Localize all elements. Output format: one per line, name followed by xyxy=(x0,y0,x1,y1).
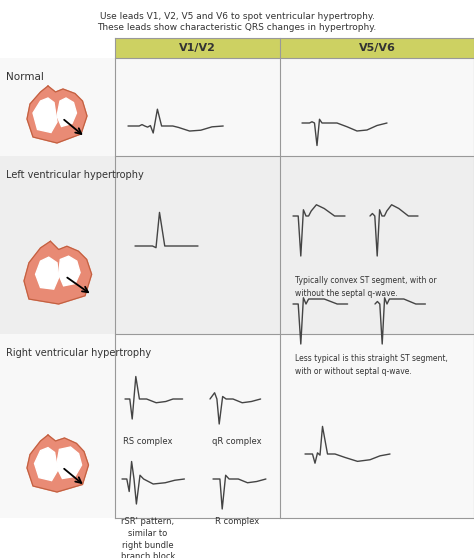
Text: Use leads V1, V2, V5 and V6 to spot ventricular hypertrophy.: Use leads V1, V2, V5 and V6 to spot vent… xyxy=(100,12,374,21)
Bar xyxy=(280,38,474,58)
Text: Normal: Normal xyxy=(6,72,44,82)
Bar xyxy=(115,38,280,58)
Text: Typically convex ST segment, with or
without the septal q-wave.: Typically convex ST segment, with or wit… xyxy=(295,276,437,297)
Text: These leads show characteristic QRS changes in hypertrophy.: These leads show characteristic QRS chan… xyxy=(97,23,377,32)
Polygon shape xyxy=(57,98,76,127)
Polygon shape xyxy=(27,86,87,143)
Text: Left ventricular hypertrophy: Left ventricular hypertrophy xyxy=(6,170,144,180)
Polygon shape xyxy=(56,447,82,479)
Polygon shape xyxy=(27,435,89,492)
Text: V1/V2: V1/V2 xyxy=(179,43,216,53)
Polygon shape xyxy=(33,98,57,132)
Polygon shape xyxy=(24,241,91,304)
Polygon shape xyxy=(35,448,58,480)
Bar xyxy=(0,58,474,156)
Bar xyxy=(0,156,474,334)
Polygon shape xyxy=(36,257,59,289)
Text: Right ventricular hypertrophy: Right ventricular hypertrophy xyxy=(6,348,151,358)
Text: Less typical is this straight ST segment,
with or without septal q-wave.: Less typical is this straight ST segment… xyxy=(295,354,448,376)
Text: qR complex: qR complex xyxy=(212,437,262,446)
Text: R complex: R complex xyxy=(215,517,259,526)
Polygon shape xyxy=(59,256,80,286)
Bar xyxy=(0,334,474,518)
Text: rSR' pattern,
similar to
right bundle
branch block: rSR' pattern, similar to right bundle br… xyxy=(121,517,175,558)
Text: V5/V6: V5/V6 xyxy=(358,43,395,53)
Text: RS complex: RS complex xyxy=(123,437,173,446)
